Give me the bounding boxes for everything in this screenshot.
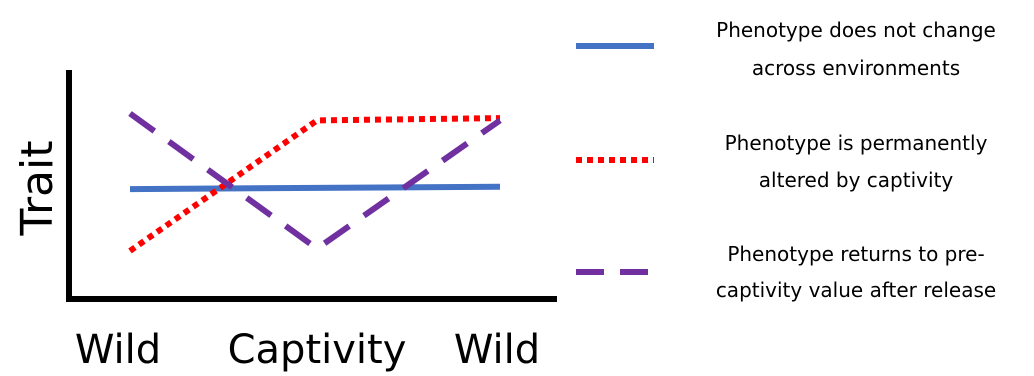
legend-label-1-line-1: Phenotype does not change — [716, 18, 996, 42]
x-tick-label: Wild — [454, 327, 540, 373]
series-line-3 — [128, 111, 502, 253]
series-line-1 — [129, 183, 501, 193]
x-tick-label: Captivity — [228, 327, 407, 373]
legend: Phenotype does not change across environm… — [576, 18, 996, 302]
y-axis-label: Trait — [12, 141, 63, 237]
series-layer — [128, 111, 502, 254]
x-tick-labels: Wild Captivity Wild — [75, 327, 540, 373]
legend-label-2-line-1: Phenotype is permanently — [725, 131, 988, 155]
legend-label-3-line-2: captivity value after release — [716, 278, 996, 302]
legend-label-3-line-1: Phenotype returns to pre- — [727, 242, 984, 266]
legend-label-1-line-2: across environments — [752, 56, 960, 80]
x-tick-label: Wild — [75, 327, 161, 373]
legend-label-2-line-2: altered by captivity — [759, 168, 954, 192]
